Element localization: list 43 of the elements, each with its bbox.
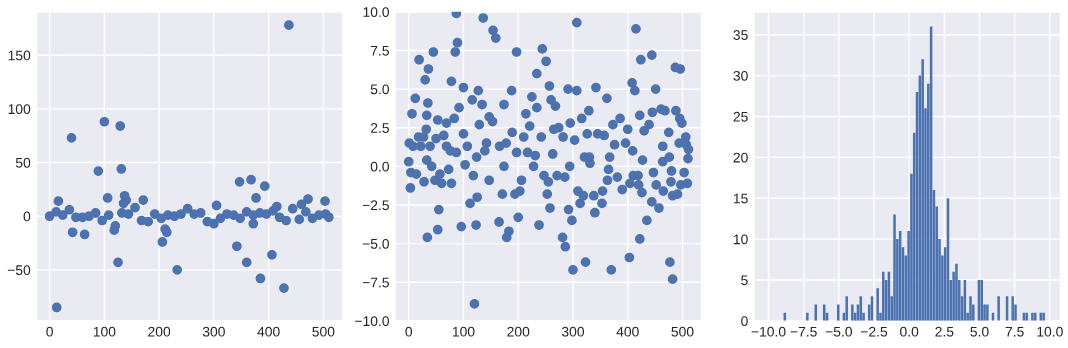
y-tick-label: −50 xyxy=(7,265,31,276)
x-tick-label: −2.5 xyxy=(860,326,888,337)
y-tick-label: −10.0 xyxy=(355,316,389,327)
y-tick-label: 50 xyxy=(15,157,31,168)
y-tick-label: 5.0 xyxy=(370,84,389,95)
y-tick-label: −7.5 xyxy=(362,277,389,288)
x-tick-label: −10.0 xyxy=(751,326,786,337)
y-tick-label: 10.0 xyxy=(363,7,389,17)
y-tick-label: 15 xyxy=(733,193,748,204)
x-tick-label: 400 xyxy=(257,326,280,337)
y-tick-label: 10 xyxy=(733,234,748,245)
x-tick-label: 0 xyxy=(46,326,53,337)
x-tick-label: −7.5 xyxy=(790,326,817,337)
x-tick-label: 2.5 xyxy=(935,326,954,337)
x-tick-label: 300 xyxy=(561,326,585,337)
y-tick-label: 2.5 xyxy=(370,123,389,133)
x-tick-label: 400 xyxy=(616,326,639,337)
x-tick-label: −5.0 xyxy=(825,326,852,337)
y-tick-label: 5 xyxy=(741,275,748,286)
y-tick-label: −2.5 xyxy=(362,200,389,211)
y-tick-label: 35 xyxy=(733,30,748,40)
x-tick-label: 200 xyxy=(507,326,530,337)
y-tick-label: 150 xyxy=(8,50,31,61)
y-tick-label: 0 xyxy=(23,211,31,222)
y-tick-label: 25 xyxy=(733,111,748,122)
x-tick-label: 10.0 xyxy=(1037,326,1063,337)
x-tick-label: 100 xyxy=(93,326,116,337)
x-tick-label: 0 xyxy=(405,326,413,337)
x-tick-label: 200 xyxy=(148,326,171,337)
y-tick-label: 0 xyxy=(741,316,748,327)
x-tick-label: 100 xyxy=(452,326,475,337)
x-tick-label: 0.0 xyxy=(900,326,919,337)
x-tick-label: 500 xyxy=(312,326,335,337)
y-tick-label: 0.0 xyxy=(370,161,389,172)
x-tick-label: 500 xyxy=(671,326,694,337)
y-tick-label: −5.0 xyxy=(362,238,389,249)
x-tick-label: 7.5 xyxy=(1005,326,1024,337)
x-tick-label: 5.0 xyxy=(970,326,989,337)
y-tick-label: 100 xyxy=(8,104,31,115)
y-tick-label: 30 xyxy=(733,70,748,81)
y-tick-label: 20 xyxy=(733,152,748,163)
x-tick-label: 300 xyxy=(202,326,225,337)
y-tick-label: 7.5 xyxy=(370,45,389,56)
